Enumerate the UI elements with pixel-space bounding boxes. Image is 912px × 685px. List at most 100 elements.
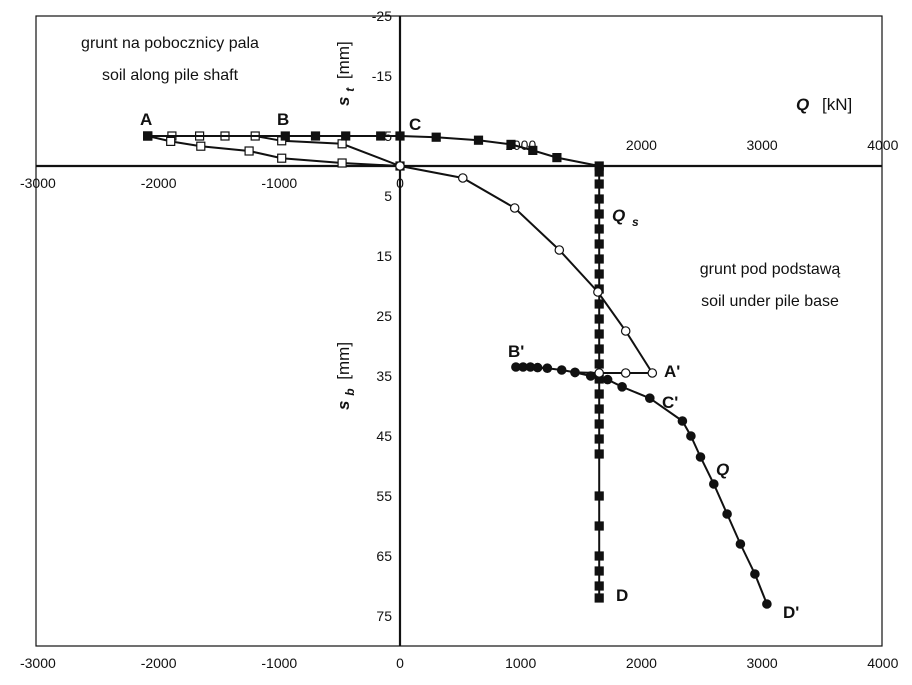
series-3-point-8 <box>594 368 604 378</box>
series-0-point-8 <box>337 158 347 168</box>
series-0-point-12 <box>166 136 176 146</box>
x-tick-bottom: -2000 <box>141 655 177 671</box>
x-tick-bottom: 0 <box>396 655 404 671</box>
series-2-point-25 <box>594 593 604 603</box>
x-tick-bottom: -1000 <box>261 655 297 671</box>
series-layer <box>143 131 772 609</box>
q-axis-title: Q [kN] <box>796 95 852 114</box>
x-tick-middle: 0 <box>396 175 404 191</box>
series-1-point-7 <box>473 135 484 145</box>
series-4-line <box>515 366 768 605</box>
series-2-point-10 <box>594 314 604 324</box>
series-4-point-7 <box>585 371 596 381</box>
x-tick-middle: -1000 <box>261 175 297 191</box>
st-axis-title-unit: [mm] <box>334 41 353 79</box>
st-axis-title: s t [mm] <box>334 41 358 106</box>
qs-label-sub: s <box>632 215 639 229</box>
x-tick-bottom: -3000 <box>20 655 56 671</box>
series-2-point-18 <box>594 434 604 444</box>
series-0-point-10 <box>244 146 254 156</box>
x-tick-top: 2000 <box>626 137 657 153</box>
series-2-point-19 <box>594 449 604 459</box>
point-label-a: A <box>140 110 152 129</box>
series-1-point-6 <box>431 132 441 142</box>
series-2-point-0 <box>594 167 604 177</box>
sb-tick: 75 <box>376 608 392 624</box>
series-3-point-2 <box>509 203 520 213</box>
series-4-point-13 <box>695 452 706 462</box>
q-axis-title-symbol: Q <box>796 95 809 114</box>
series-4-point-5 <box>556 365 567 375</box>
series-2-point-6 <box>594 254 604 264</box>
q-axis-title-unit: [kN] <box>822 95 852 114</box>
sb-axis-title: s b [mm] <box>334 342 358 410</box>
series-4-point-12 <box>686 431 696 441</box>
series-1-point-1 <box>280 131 290 141</box>
st-tick: -25 <box>372 8 392 24</box>
st-tick: -15 <box>372 68 392 84</box>
series-0-point-9 <box>277 153 287 163</box>
series-1-point-3 <box>341 131 351 141</box>
series-3-line <box>399 165 655 374</box>
series-0-line <box>147 135 401 167</box>
series-2-point-20 <box>594 491 604 501</box>
series-4-point-3 <box>532 362 543 373</box>
series-3-point-7 <box>620 368 631 378</box>
x-tick-top: 4000 <box>867 137 898 153</box>
series-2-point-12 <box>594 344 604 354</box>
annotation-base-pl: grunt pod podstawą <box>700 261 841 278</box>
series-2-point-24 <box>594 581 604 591</box>
series-2-point-13 <box>594 359 604 369</box>
x-tick-top: 3000 <box>747 137 778 153</box>
point-label-a-prime: A' <box>664 362 680 381</box>
sb-axis-title-sub: b <box>343 388 357 395</box>
series-2-point-2 <box>594 194 604 204</box>
series-4-point-14 <box>708 479 719 489</box>
point-label-d: D <box>616 586 628 605</box>
x-tick-middle: -3000 <box>20 175 56 191</box>
series-3-point-4 <box>593 287 603 297</box>
st-axis-title-symbol: s <box>334 97 353 106</box>
series-4-point-6 <box>570 367 580 378</box>
series-4-point-11 <box>677 416 688 426</box>
series-2-point-15 <box>594 389 604 399</box>
sb-tick: 15 <box>376 248 392 264</box>
series-2-point-11 <box>594 329 604 339</box>
qs-label-symbol: Q <box>612 206 625 225</box>
sb-tick: 45 <box>376 428 392 444</box>
series-2-point-22 <box>594 551 604 561</box>
series-2-point-16 <box>594 404 604 414</box>
series-2-point-5 <box>594 239 604 249</box>
series-1-point-4 <box>376 131 386 141</box>
sb-tick: 55 <box>376 488 392 504</box>
series-4-point-4 <box>542 363 553 373</box>
series-1-point-10 <box>552 153 562 163</box>
annotation-base-en: soil under pile base <box>701 293 839 310</box>
sb-tick: 25 <box>376 308 392 324</box>
x-tick-bottom: 1000 <box>505 655 536 671</box>
sb-tick: 35 <box>376 368 392 384</box>
point-label-c: C <box>409 115 421 134</box>
series-1-point-5 <box>395 131 405 141</box>
sb-axis-title-symbol: s <box>334 401 353 410</box>
series-4-point-17 <box>750 569 760 579</box>
point-label-d-prime: D' <box>783 603 799 622</box>
x-tick-middle: -2000 <box>141 175 177 191</box>
x-tick-bottom: 3000 <box>747 655 778 671</box>
series-2-point-7 <box>594 269 604 279</box>
series-2-point-21 <box>594 521 604 531</box>
series-1-point-2 <box>310 131 321 141</box>
plot-frame <box>35 15 883 647</box>
series-3-point-6 <box>647 368 658 378</box>
series-4-point-16 <box>735 539 746 549</box>
series-1-point-9 <box>528 145 538 155</box>
series-1-point-8 <box>506 139 516 149</box>
series-3-point-3 <box>554 245 565 255</box>
series-4-point-18 <box>762 599 772 609</box>
series-4-point-10 <box>644 393 655 403</box>
series-2-point-1 <box>594 179 604 189</box>
qs-label: Q s <box>612 206 639 229</box>
curve-label-q: Q <box>716 460 729 479</box>
sb-tick: 5 <box>384 188 392 204</box>
